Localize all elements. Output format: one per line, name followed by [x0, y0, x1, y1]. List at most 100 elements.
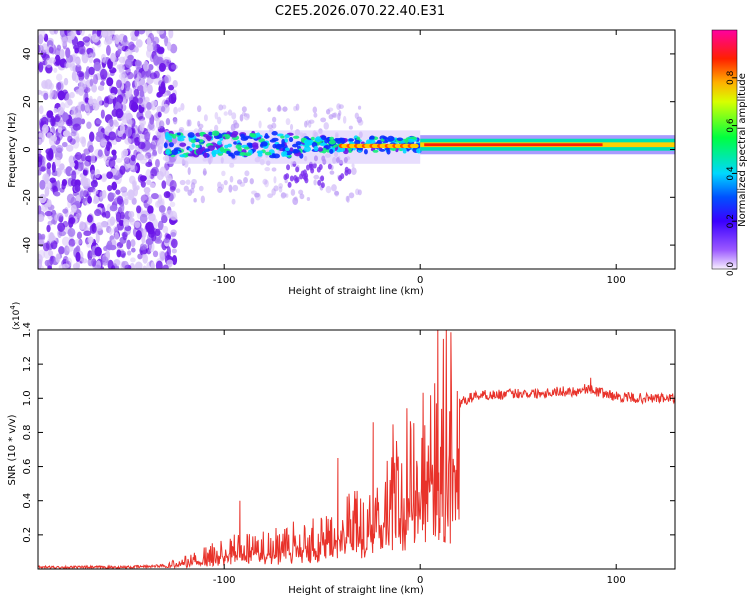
- spectrogram-noise-blob: [217, 116, 222, 125]
- spectrogram-noise-blob: [100, 53, 107, 63]
- spectrogram-noise-blob: [145, 30, 153, 38]
- spectrogram-noise-blob: [169, 201, 176, 208]
- spectrogram-noise-blob: [229, 175, 234, 183]
- spectrogram-noise-blob: [89, 223, 97, 234]
- spectrogram-noise-blob: [157, 220, 164, 231]
- spectrogram-noise-blob: [88, 66, 95, 76]
- spectrogram-noise-blob: [107, 259, 114, 269]
- spectrogram-noise-blob: [162, 225, 169, 234]
- spectrogram-noise-blob: [38, 214, 45, 222]
- spectrogram-noise-blob: [124, 225, 132, 236]
- spectrogram-noise-blob: [114, 164, 120, 176]
- spectrogram-signal-blob: [188, 147, 193, 152]
- spectrogram-noise-blob: [280, 192, 287, 198]
- spectrogram-noise-blob: [160, 81, 166, 90]
- spectrogram-noise-blob: [142, 253, 148, 264]
- spectrogram-noise-blob: [43, 33, 49, 42]
- spectrogram-noise-blob: [70, 131, 77, 137]
- spectrogram-noise-blob: [41, 79, 48, 89]
- spectrogram-signal-blob: [271, 131, 278, 136]
- spectrogram-noise-blob: [42, 242, 50, 252]
- spectrogram-noise-blob: [146, 39, 152, 46]
- spectrogram-noise-blob: [100, 109, 105, 119]
- spectrogram-noise-blob: [44, 174, 49, 185]
- spectrogram-noise-blob: [196, 105, 202, 113]
- spectrogram-noise-blob: [273, 176, 277, 184]
- spectrogram-noise-blob: [83, 230, 92, 237]
- spectrogram-noise-blob: [61, 36, 68, 47]
- spectrogram-noise-blob: [94, 168, 101, 179]
- spectrogram-noise-blob: [157, 111, 162, 118]
- spectrogram-noise-blob: [243, 112, 248, 117]
- spectrogram-noise-blob: [120, 202, 125, 213]
- spectrogram-noise-blob: [109, 216, 116, 226]
- figure-title: C2E5.2026.070.22.40.E31: [275, 4, 445, 19]
- spectrogram-noise-blob: [95, 119, 102, 125]
- spectrogram-noise-blob: [200, 195, 205, 204]
- spectrogram-noise-blob: [162, 264, 169, 269]
- spectrogram-noise-blob: [128, 144, 135, 151]
- spectrogram-noise-blob: [185, 179, 191, 185]
- spectrogram-noise-blob: [71, 170, 77, 181]
- spectrogram-noise-blob: [351, 167, 357, 175]
- spectrogram-noise-blob: [38, 34, 44, 45]
- spectrogram-noise-blob: [78, 86, 85, 97]
- spectrogram-noise-blob: [53, 108, 58, 114]
- spectrogram-noise-blob: [74, 184, 81, 193]
- spectrogram-noise-blob: [134, 30, 140, 37]
- spectrogram-noise-blob: [165, 210, 174, 218]
- spectrogram-y-tick-label: 20: [22, 95, 33, 108]
- spectrogram-noise-blob: [135, 185, 140, 191]
- spectrogram-noise-blob: [100, 138, 108, 147]
- spectrogram-noise-blob: [198, 123, 204, 129]
- spectrogram-noise-blob: [122, 231, 128, 241]
- spectrogram-noise-blob: [170, 238, 178, 249]
- spectrogram-noise-blob: [62, 130, 71, 137]
- spectrogram-noise-blob: [137, 253, 143, 260]
- snr-series-line: [38, 330, 675, 569]
- spectrogram-noise-blob: [313, 179, 317, 186]
- snr-y-tick-label: 0.4: [22, 493, 33, 509]
- spectrogram-noise-blob: [190, 182, 196, 190]
- spectrogram-noise-blob: [106, 171, 114, 180]
- spectrogram-noise-blob: [61, 236, 70, 247]
- spectrogram-noise-blob: [94, 264, 102, 269]
- spectrogram-signal-blob: [168, 142, 174, 148]
- spectrogram-noise-blob: [160, 198, 165, 208]
- spectrogram-noise-blob: [46, 162, 52, 169]
- spectrogram-noise-blob: [38, 30, 46, 40]
- spectrogram-noise-blob: [140, 194, 149, 203]
- spectrogram-signal-blob: [382, 136, 388, 140]
- spectrogram-noise-blob: [346, 195, 350, 203]
- spectrogram-noise-blob: [271, 116, 277, 123]
- spectrogram-noise-blob: [83, 148, 91, 155]
- spectrogram-signal-blob: [243, 146, 250, 150]
- spectrogram-noise-blob: [75, 151, 82, 161]
- spectrogram-signal-blob: [211, 150, 217, 156]
- spectrogram-signal-blob: [191, 143, 196, 148]
- spectrogram-noise-blob: [251, 190, 257, 195]
- snr-x-label: Height of straight line (km): [288, 585, 424, 596]
- snr-content: [38, 330, 675, 569]
- spectrogram-signal-blob: [224, 133, 231, 140]
- snr-y-tick-label: 1.0: [22, 390, 33, 406]
- spectrogram-noise-blob: [299, 193, 305, 200]
- spectrogram-noise-blob: [49, 89, 54, 98]
- spectrogram-noise-blob: [40, 166, 46, 172]
- spectrogram-noise-blob: [45, 57, 53, 68]
- spectrogram-signal-blob: [271, 153, 276, 158]
- spectrogram-noise-blob: [214, 124, 219, 132]
- spectrogram-signal-blob: [179, 154, 186, 158]
- spectrogram-noise-blob: [61, 181, 66, 190]
- spectrogram-signal-blob: [206, 136, 212, 142]
- spectrogram-noise-blob: [75, 259, 81, 269]
- spectrogram-signal-blob: [313, 145, 319, 152]
- spectrogram-noise-blob: [118, 65, 125, 74]
- spectrogram-noise-blob: [86, 121, 92, 130]
- spectrogram-noise-blob: [298, 189, 304, 195]
- spectrogram-noise-blob: [61, 141, 68, 148]
- spectrogram-x-tick-label: -100: [213, 275, 236, 286]
- spectrogram-noise-blob: [130, 154, 136, 162]
- spectrogram-noise-blob: [241, 106, 247, 113]
- spectrogram-noise-blob: [158, 205, 166, 213]
